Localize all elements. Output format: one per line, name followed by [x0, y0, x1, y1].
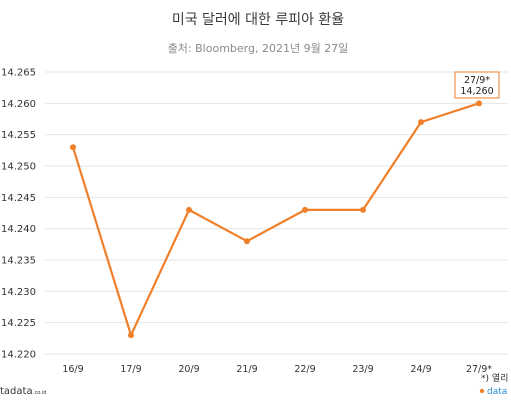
- chart-title: 미국 달러에 대한 루피아 환율: [172, 12, 344, 28]
- x-tick-label: 22/9: [294, 364, 315, 375]
- last-value-callout: 27/9* 14,260: [454, 71, 500, 99]
- callout-value: 14,260: [460, 86, 493, 97]
- callout-date: 27/9*: [464, 75, 490, 86]
- data-point: [302, 206, 308, 213]
- x-tick-label: 17/9: [120, 364, 141, 375]
- x-tick-label: 23/9: [352, 364, 373, 375]
- x-tick-label: 27/9*: [466, 364, 492, 375]
- y-tick-label: 14.265: [1, 68, 36, 79]
- data-point: [476, 100, 482, 107]
- y-tick-label: 14.235: [1, 256, 36, 267]
- series-line: [71, 102, 480, 337]
- y-tick-label: 14.220: [1, 350, 36, 361]
- footnote-text: *) 열리: [481, 373, 508, 384]
- footer-brand-right: *) 열리 data: [479, 373, 508, 397]
- x-axis-ticks: 16/9 17/9 20/9 21/9 22/9 23/9 24/9 27/9*: [62, 364, 492, 375]
- footer-brand-left: tadata .co.id: [0, 386, 46, 397]
- brand-dot-icon: [479, 388, 485, 394]
- data-point: [128, 332, 134, 339]
- data-point: [244, 238, 250, 245]
- grid-lines: [45, 71, 508, 355]
- brand-right-text: data: [487, 387, 507, 397]
- data-point: [360, 206, 366, 213]
- x-tick-label: 20/9: [178, 364, 199, 375]
- y-tick-label: 14.260: [1, 99, 36, 110]
- brand-left-text: tadata: [0, 386, 33, 397]
- y-tick-label: 14.250: [1, 162, 36, 173]
- chart-subtitle: 출처: Bloomberg, 2021년 9월 27일: [168, 41, 349, 55]
- data-point: [186, 206, 192, 213]
- y-axis-ticks: 14.220 14.225 14.230 14.235 14.240 14.245 14.2…: [1, 68, 36, 361]
- x-tick-label: 24/9: [410, 364, 431, 375]
- brand-left-suffix: .co.id: [33, 390, 46, 396]
- y-tick-label: 14.230: [1, 287, 36, 298]
- data-point: [418, 119, 424, 126]
- data-point: [70, 144, 76, 151]
- y-tick-label: 14.225: [1, 318, 36, 329]
- y-tick-label: 14.245: [1, 193, 36, 204]
- callout-box: [454, 71, 500, 99]
- y-tick-label: 14.240: [1, 224, 36, 235]
- x-tick-label: 16/9: [62, 364, 83, 375]
- x-tick-label: 21/9: [236, 364, 257, 375]
- y-tick-label: 14.255: [1, 130, 36, 141]
- data-points: [70, 100, 482, 339]
